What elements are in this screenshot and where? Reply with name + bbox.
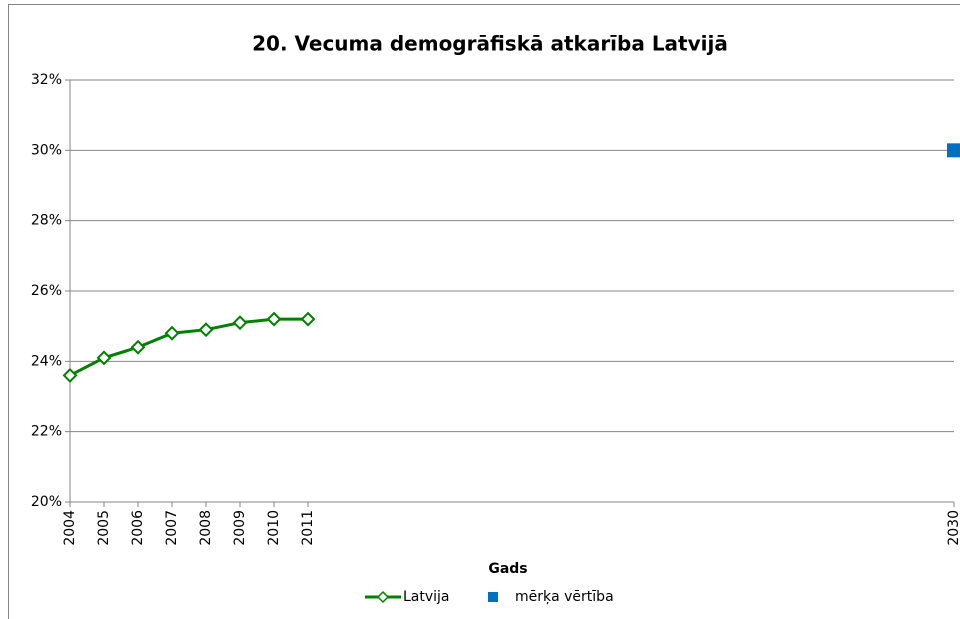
x-tick-label: 2007 bbox=[164, 510, 180, 546]
legend-marker bbox=[488, 592, 498, 602]
point bbox=[198, 322, 214, 338]
x-tick-label: 2004 bbox=[62, 510, 78, 546]
x-tick-label: 2030 bbox=[946, 510, 960, 546]
point bbox=[947, 143, 960, 158]
point bbox=[300, 311, 316, 327]
point bbox=[62, 367, 78, 383]
y-tick-label: 30% bbox=[31, 142, 62, 158]
x-tick-label: 2006 bbox=[130, 510, 146, 546]
y-tick-label: 20% bbox=[31, 494, 62, 510]
point bbox=[266, 311, 282, 327]
point bbox=[130, 339, 146, 355]
x-tick-label: 2008 bbox=[198, 510, 214, 546]
chart-title: 20. Vecuma demogrāfiskā atkarība Latvijā bbox=[252, 32, 728, 56]
y-tick-label: 24% bbox=[31, 353, 62, 369]
y-tick-label: 22% bbox=[31, 424, 62, 440]
point bbox=[164, 325, 180, 341]
y-tick-label: 28% bbox=[31, 213, 62, 229]
legend-label: Latvija bbox=[403, 589, 450, 605]
x-tick-label: 2011 bbox=[300, 510, 316, 546]
y-tick-label: 26% bbox=[31, 283, 62, 299]
x-axis-label: Gads bbox=[488, 561, 527, 577]
legend-marker bbox=[376, 590, 390, 604]
point bbox=[96, 350, 112, 366]
legend-label: mērķa vērtība bbox=[515, 589, 614, 605]
x-tick-label: 2005 bbox=[96, 510, 112, 546]
y-tick-label: 32% bbox=[31, 72, 62, 88]
x-tick-label: 2009 bbox=[232, 510, 248, 546]
x-tick-label: 2010 bbox=[266, 510, 282, 546]
point bbox=[232, 315, 248, 331]
chart-frame bbox=[8, 4, 960, 619]
